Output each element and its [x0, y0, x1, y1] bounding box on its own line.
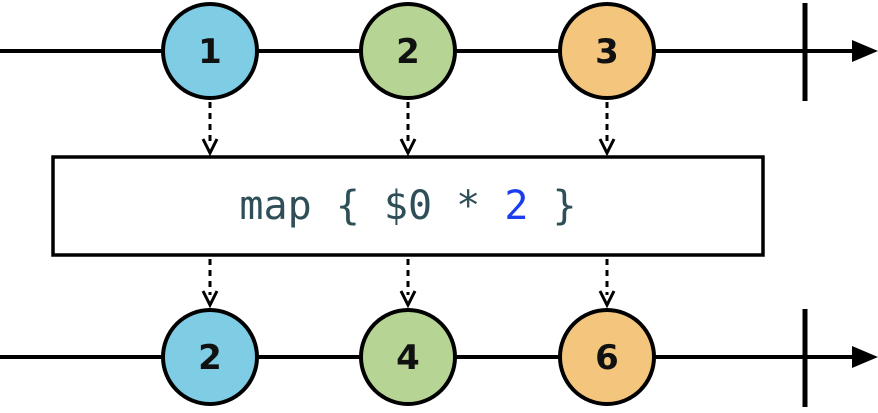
output-marble-circle	[558, 308, 656, 406]
input-marble: 2	[359, 2, 457, 100]
input-map-arrow	[201, 102, 219, 157]
output-arrows	[201, 259, 616, 309]
operator-token-number: 2	[504, 183, 528, 229]
input-map-arrow	[399, 102, 417, 157]
input-stream: 1 2 3	[0, 2, 878, 101]
input-marble: 1	[161, 2, 259, 100]
operator-token-close: }	[528, 183, 576, 229]
input-arrows	[201, 102, 616, 157]
output-marble: 6	[558, 308, 656, 406]
input-marble-circle	[359, 2, 457, 100]
operator-box-frame	[51, 155, 765, 257]
input-marble-circle	[161, 2, 259, 100]
output-marble-circle	[161, 308, 259, 406]
output-marble: 4	[359, 308, 457, 406]
input-marble: 3	[558, 2, 656, 100]
input-marbles: 1 2 3	[161, 2, 656, 100]
input-marble-label: 2	[396, 32, 420, 72]
output-map-arrow	[598, 259, 616, 309]
output-marbles: 2 4 6	[161, 308, 656, 406]
input-marble-circle	[558, 2, 656, 100]
input-map-arrow	[598, 102, 616, 157]
operator-box: map { $0 * 2 }	[51, 155, 765, 257]
output-timeline-arrowhead	[852, 346, 878, 368]
output-marble: 2	[161, 308, 259, 406]
output-marble-label: 2	[198, 338, 222, 378]
output-stream: 2 4 6	[0, 308, 878, 407]
operator-token-map: map { $0 *	[239, 183, 504, 229]
input-marble-label: 1	[198, 32, 222, 72]
output-marble-circle	[359, 308, 457, 406]
input-marble-label: 3	[595, 32, 619, 72]
operator-expression: map { $0 * 2 }	[239, 183, 576, 229]
output-marble-label: 6	[595, 338, 619, 378]
output-map-arrow	[201, 259, 219, 309]
input-timeline-arrowhead	[852, 40, 878, 62]
output-marble-label: 4	[396, 338, 420, 378]
output-map-arrow	[399, 259, 417, 309]
